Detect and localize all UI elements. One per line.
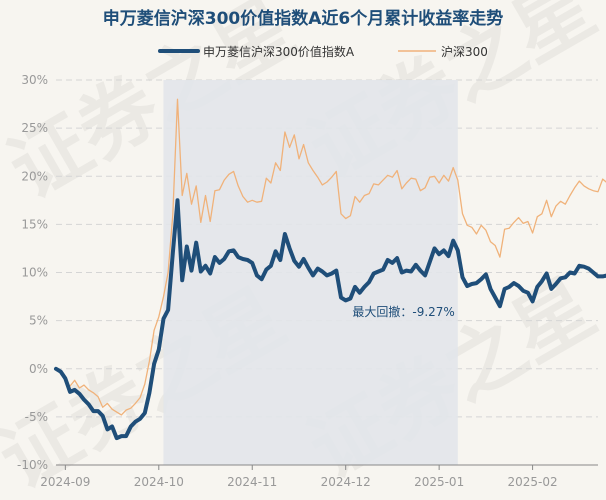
y-tick-label: 15% xyxy=(21,217,48,231)
x-tick-label: 2024-11 xyxy=(227,475,277,489)
x-tick-label: 2024-09 xyxy=(40,475,90,489)
y-tick-label: 5% xyxy=(29,314,48,328)
x-tick-label: 2024-12 xyxy=(321,475,371,489)
y-tick-label: 25% xyxy=(21,121,48,135)
max-drawdown-label: 最大回撤：-9.27% xyxy=(352,304,454,319)
y-tick-label: -10% xyxy=(17,458,48,472)
y-axis: -10% -5% 0% 5% 10% 15% 20% 25% 30% xyxy=(17,73,48,472)
y-tick-label: 0% xyxy=(29,362,48,376)
series-line-index xyxy=(55,98,606,416)
series-line-fund xyxy=(54,198,606,441)
y-tick-label: 10% xyxy=(21,266,48,280)
chart-title: 申万菱信沪深300价值指数A近6个月累计收益率走势 xyxy=(103,8,503,29)
series-layer xyxy=(54,98,606,441)
x-tick-label: 2024-10 xyxy=(134,475,184,489)
x-axis: 2024-09 2024-10 2024-11 2024-12 2025-01 2025-… xyxy=(40,464,598,489)
legend-label-index: 沪深300 xyxy=(441,45,488,59)
x-tick-label: 2025-01 xyxy=(414,475,464,489)
x-tick-label: 2025-02 xyxy=(508,475,558,489)
y-tick-label: -5% xyxy=(25,410,48,424)
legend: 申万菱信沪深300价值指数A 沪深300 xyxy=(158,44,488,59)
y-tick-label: 30% xyxy=(21,73,48,87)
y-tick-label: 20% xyxy=(21,169,48,183)
legend-label-fund: 申万菱信沪深300价值指数A xyxy=(203,44,355,59)
